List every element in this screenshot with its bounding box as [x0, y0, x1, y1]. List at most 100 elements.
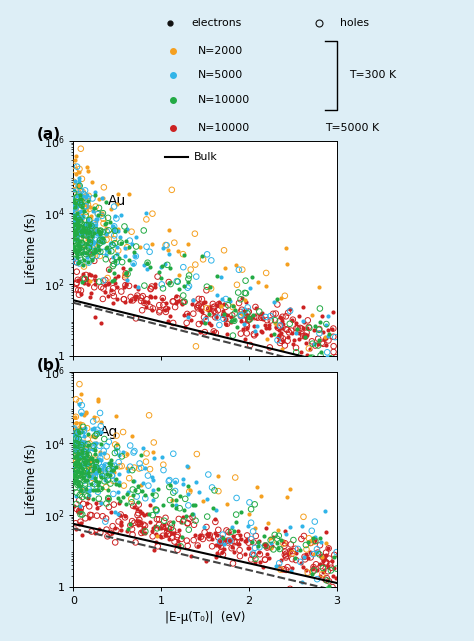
Point: [72, 458, 80, 468]
Point: [78, 174, 86, 184]
Point: [316, 559, 324, 569]
Point: [73, 195, 81, 205]
Point: [107, 470, 114, 480]
Point: [330, 563, 338, 573]
Point: [264, 315, 271, 325]
Point: [214, 312, 221, 322]
Point: [78, 486, 86, 496]
Point: [276, 316, 283, 326]
Point: [85, 487, 93, 497]
Point: [107, 229, 115, 239]
Point: [231, 308, 238, 319]
Point: [216, 537, 224, 547]
Point: [102, 219, 109, 229]
Point: [161, 520, 168, 530]
Point: [77, 452, 84, 462]
Point: [282, 243, 290, 253]
Point: [82, 207, 90, 217]
Point: [242, 297, 250, 308]
Point: [308, 336, 316, 346]
Point: [104, 531, 111, 542]
Point: [105, 265, 113, 275]
Point: [283, 260, 291, 270]
Point: [262, 540, 269, 551]
Point: [310, 537, 318, 547]
Point: [78, 485, 86, 495]
Point: [86, 457, 93, 467]
Point: [71, 238, 78, 248]
Point: [90, 412, 98, 422]
Point: [83, 475, 91, 485]
Point: [97, 439, 105, 449]
Point: [82, 235, 90, 245]
Point: [97, 470, 105, 481]
Point: [156, 305, 164, 315]
Point: [182, 322, 189, 332]
Point: [329, 570, 337, 581]
Point: [76, 244, 83, 254]
Point: [272, 322, 279, 332]
Point: [72, 198, 79, 208]
Point: [108, 276, 116, 286]
Point: [166, 480, 174, 490]
Point: [136, 515, 143, 525]
Point: [308, 537, 315, 547]
Point: [292, 343, 300, 353]
Point: [121, 251, 128, 261]
Point: [73, 472, 80, 482]
Point: [245, 315, 252, 325]
Point: [176, 503, 183, 513]
Point: [78, 492, 86, 502]
Point: [74, 182, 82, 192]
Point: [120, 282, 128, 292]
Point: [80, 456, 87, 467]
Point: [263, 268, 270, 278]
Point: [80, 206, 87, 216]
Point: [121, 272, 129, 283]
Point: [277, 535, 284, 545]
Point: [300, 512, 307, 522]
Point: [91, 445, 99, 455]
Point: [83, 251, 91, 262]
Point: [154, 484, 162, 494]
Point: [299, 520, 306, 531]
Point: [262, 538, 270, 549]
Point: [203, 522, 210, 532]
Point: [320, 333, 328, 344]
Point: [102, 482, 110, 492]
Point: [80, 499, 87, 509]
Point: [81, 274, 89, 284]
Point: [80, 454, 87, 464]
Point: [110, 226, 118, 237]
Point: [299, 323, 306, 333]
Point: [80, 262, 88, 272]
Point: [99, 470, 106, 481]
Point: [281, 549, 289, 560]
Point: [71, 467, 78, 477]
Point: [71, 476, 78, 486]
Point: [136, 458, 144, 469]
Point: [78, 519, 85, 529]
Point: [101, 474, 109, 485]
Point: [244, 312, 251, 322]
Point: [82, 480, 89, 490]
Point: [73, 441, 80, 451]
Point: [319, 312, 326, 322]
Point: [79, 187, 87, 197]
Point: [318, 338, 326, 348]
Point: [75, 426, 82, 437]
Point: [102, 460, 109, 470]
Point: [218, 535, 225, 545]
Point: [310, 325, 318, 335]
Point: [84, 460, 92, 470]
Point: [87, 276, 94, 287]
Point: [70, 476, 78, 487]
Point: [171, 537, 178, 547]
Point: [83, 219, 91, 229]
Point: [75, 519, 83, 529]
Point: [86, 227, 93, 237]
Point: [73, 225, 80, 235]
Point: [237, 328, 245, 338]
Point: [113, 442, 121, 452]
Point: [279, 312, 286, 322]
